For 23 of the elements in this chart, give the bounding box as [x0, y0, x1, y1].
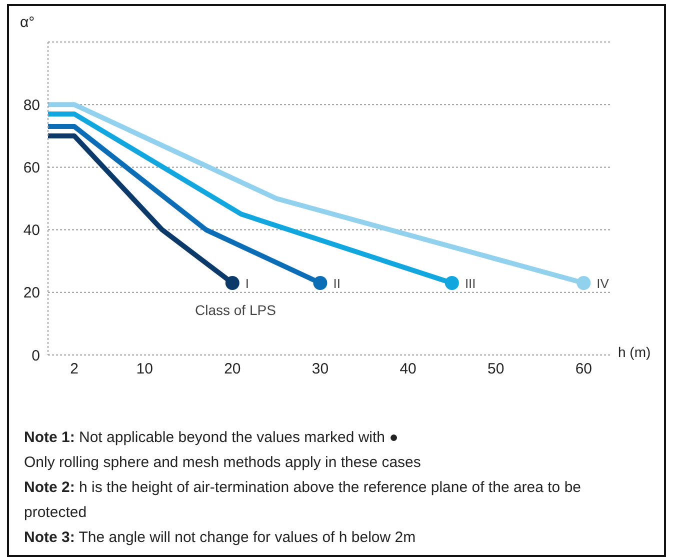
text: Only rolling sphere and mesh methods apply in these cases — [24, 453, 422, 473]
y-tick-label: 40 — [23, 222, 40, 240]
x-tick-label: 2 — [70, 360, 79, 378]
y-tick-label: 20 — [23, 284, 40, 302]
series-label: IV — [596, 276, 610, 292]
text: Note 1: Not applicable beyond the values marked with ● — [24, 428, 400, 448]
x-tick-label: 40 — [400, 360, 416, 378]
x-tick-label: 10 — [136, 360, 153, 378]
series-label: II — [333, 276, 340, 292]
series-label: III — [464, 276, 476, 292]
y-axis-title: α° — [20, 14, 35, 31]
y-tick-label: 0 — [32, 347, 40, 364]
x-tick-label: 60 — [575, 360, 592, 378]
x-axis-title: h (m) — [618, 344, 651, 360]
text: Note 3: The angle will not change for values of h below 2m — [24, 528, 417, 548]
series-label: I — [245, 276, 250, 292]
x-tick-label: 30 — [312, 360, 329, 378]
legend-title: Class of LPS — [195, 302, 276, 318]
x-tick-label: 20 — [224, 360, 241, 378]
x-tick-label: 50 — [488, 360, 504, 378]
y-tick-label: 80 — [23, 96, 40, 114]
y-tick-label: 60 — [23, 160, 40, 177]
text: Note 2: h is the height of air-termination above the reference plane of the area to be protected — [24, 478, 582, 523]
